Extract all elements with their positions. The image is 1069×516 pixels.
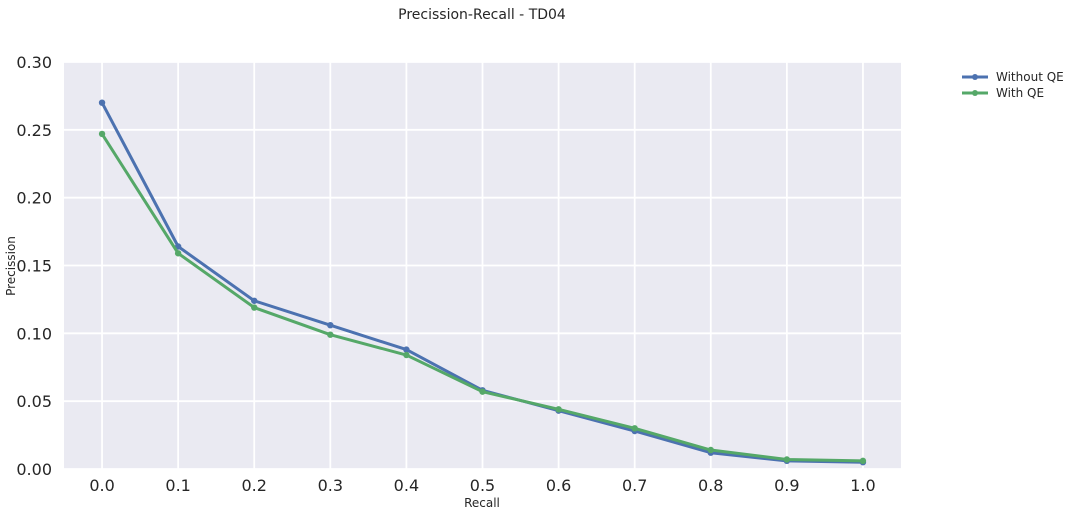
x-tick-label: 0.2	[242, 476, 267, 495]
data-point	[174, 250, 182, 257]
y-axis-label: Precission	[4, 236, 18, 296]
y-tick-label: 0.25	[16, 121, 52, 140]
data-point	[98, 130, 106, 138]
x-tick-label: 0.5	[470, 476, 495, 495]
data-point	[251, 304, 258, 311]
legend-marker	[972, 90, 978, 96]
data-point	[859, 457, 867, 465]
data-point	[403, 346, 410, 353]
legend-label: With QE	[996, 86, 1044, 100]
x-tick-label: 0.0	[89, 476, 114, 495]
data-point	[707, 446, 714, 454]
x-tick-label: 0.8	[698, 476, 723, 495]
y-tick-label: 0.05	[16, 392, 52, 411]
legend: Without QE With QE	[962, 70, 1064, 100]
grid-lines	[64, 61, 901, 470]
series-lines	[98, 99, 867, 466]
y-tick-label: 0.00	[16, 460, 52, 479]
data-point	[555, 406, 562, 413]
data-point	[783, 456, 791, 463]
chart-title: Precission-Recall - TD04	[398, 7, 566, 23]
data-point	[98, 99, 106, 106]
data-point	[251, 297, 258, 304]
legend-item: Without QE	[962, 70, 1064, 84]
x-tick-label: 0.3	[318, 476, 343, 495]
legend-label: Without QE	[996, 70, 1064, 84]
y-tick-labels: 0.00 0.05 0.10 0.15 0.20 0.25 0.30	[16, 53, 52, 479]
y-tick-label: 0.30	[16, 53, 52, 72]
data-point	[403, 351, 410, 359]
x-tick-label: 1.0	[850, 476, 875, 495]
x-tick-label: 0.7	[622, 476, 647, 495]
x-tick-label: 0.4	[394, 476, 419, 495]
x-tick-label: 0.6	[546, 476, 571, 495]
x-axis-label: Recall	[464, 496, 500, 510]
data-point	[327, 331, 334, 338]
y-tick-label: 0.20	[16, 189, 52, 208]
x-tick-label: 0.9	[774, 476, 799, 495]
legend-marker	[972, 74, 978, 80]
data-point	[327, 321, 334, 329]
x-tick-labels: 0.0 0.1 0.2 0.3 0.4 0.5 0.6 0.7 0.8 0.9 1.0	[89, 476, 875, 495]
y-tick-label: 0.10	[16, 324, 52, 343]
y-tick-label: 0.15	[16, 257, 52, 276]
series-with-qe	[98, 130, 867, 465]
data-point	[631, 425, 638, 432]
x-tick-label: 0.1	[165, 476, 190, 495]
data-point	[479, 388, 486, 395]
legend-item: With QE	[962, 86, 1044, 100]
